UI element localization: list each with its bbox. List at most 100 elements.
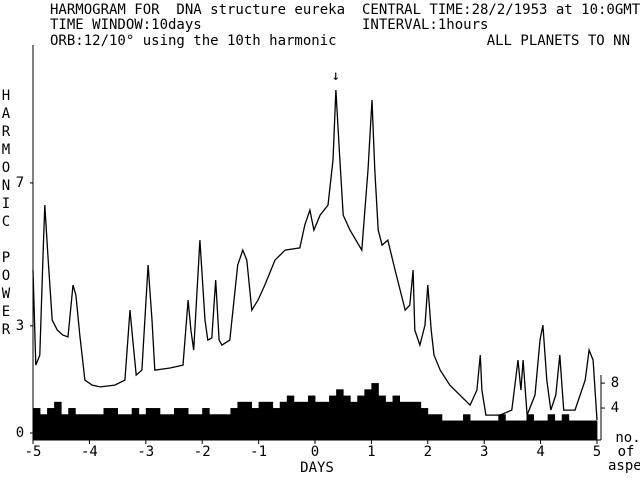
aspect-bar [378, 395, 386, 440]
aspect-bar [96, 414, 104, 440]
aspect-bar [166, 414, 175, 440]
aspect-bar [547, 414, 556, 440]
x-tick-label: -3 [137, 444, 154, 460]
x-tick-label: 0 [311, 444, 319, 460]
header-line: CENTRAL TIME:28/2/1953 at 10:0GMT [362, 2, 640, 18]
aspect-bar [350, 401, 358, 440]
aspect-bar [491, 420, 499, 440]
aspect-bar [251, 408, 259, 440]
aspect-bar [202, 408, 210, 440]
x-tick-label: 5 [593, 444, 601, 460]
aspect-bar [279, 401, 288, 440]
aspect-bar [399, 401, 408, 440]
aspect-bar [420, 408, 429, 440]
x-tick-label: 3 [480, 444, 488, 460]
aspect-bar [174, 408, 182, 440]
aspect-bar [152, 408, 161, 440]
aspect-bar [463, 414, 471, 440]
x-tick-label: 2 [424, 444, 432, 460]
aspect-bar [40, 414, 48, 440]
x-tick-label: -5 [25, 444, 42, 460]
aspect-bar [237, 401, 245, 440]
aspect-bar [512, 420, 520, 440]
aspect-bar [343, 395, 351, 440]
aspect-bar [477, 420, 485, 440]
aspect-bar [427, 414, 436, 440]
aspect-bar [364, 389, 372, 440]
aspect-bar [561, 414, 570, 440]
aspect-bar [533, 420, 541, 440]
aspect-bar [195, 414, 203, 440]
annotation-arrow: ↓ [332, 68, 340, 84]
aspect-bar [470, 420, 478, 440]
aspect-bar [272, 408, 281, 440]
header-line: INTERVAL:1hours [362, 17, 488, 33]
aspect-bar [230, 408, 238, 440]
x-tick-label: -4 [81, 444, 98, 460]
x-tick-label: 4 [536, 444, 544, 460]
y-tick-label: 0 [16, 425, 24, 441]
aspect-bar [357, 395, 365, 440]
aspect-bar [54, 401, 62, 440]
aspect-bar [117, 414, 126, 440]
aspect-bar [498, 414, 506, 440]
aspect-bar [589, 420, 598, 440]
aspect-bar [392, 395, 400, 440]
y2-axis-label: of [618, 444, 635, 460]
aspect-bar [89, 414, 97, 440]
aspect-bar [307, 395, 316, 440]
aspect-bar [441, 420, 450, 440]
aspect-bar [582, 420, 591, 440]
aspect-bar [47, 408, 55, 440]
aspect-bar [456, 420, 464, 440]
x-tick-label: -1 [250, 444, 267, 460]
aspect-bar [216, 414, 224, 440]
aspect-bar [505, 420, 513, 440]
y2-tick-label: 4 [611, 400, 619, 416]
aspect-bar [406, 401, 415, 440]
header-line: HARMOGRAM FOR DNA structure eureka [50, 2, 345, 18]
aspect-bar [124, 414, 133, 440]
aspect-bar [293, 401, 302, 440]
aspect-bar [484, 420, 492, 440]
aspect-bar [138, 414, 147, 440]
aspect-bar [371, 383, 379, 440]
aspect-bar [265, 401, 274, 440]
aspect-bar [540, 420, 549, 440]
header-note: ALL PLANETS TO NN [487, 33, 630, 49]
aspect-bar [315, 401, 323, 440]
aspect-bar [61, 414, 69, 440]
y-tick-label: 3 [16, 318, 24, 334]
aspect-bar [413, 401, 422, 440]
aspect-bar [336, 389, 344, 440]
y2-tick-label: 8 [611, 375, 619, 391]
aspect-bar [181, 408, 189, 440]
aspect-bar [188, 414, 196, 440]
header-line: TIME WINDOW:10days [50, 17, 202, 33]
aspect-bar [526, 414, 534, 440]
x-tick-label: -2 [194, 444, 211, 460]
header-line: ORB:12/10° using the 10th harmonic [50, 33, 337, 49]
aspect-bar [434, 414, 443, 440]
aspect-bar [286, 395, 295, 440]
aspect-bar [568, 420, 577, 440]
aspect-bar [322, 401, 330, 440]
aspect-bar [554, 420, 563, 440]
x-tick-label: 1 [367, 444, 375, 460]
aspect-bar [329, 395, 337, 440]
aspect-bar [131, 408, 140, 440]
aspect-bar [209, 414, 217, 440]
y2-axis-label: aspects [608, 458, 640, 474]
aspect-bar [448, 420, 457, 440]
aspect-bar [33, 408, 41, 440]
aspect-bar [258, 401, 267, 440]
y-tick-label: 7 [16, 175, 24, 191]
y-axis-label: HARMONIC POWER [0, 88, 14, 340]
aspect-bar [159, 414, 168, 440]
aspect-bar [519, 420, 527, 440]
aspect-bar [300, 401, 309, 440]
harmonic-line [32, 89, 598, 421]
aspect-bar [223, 414, 231, 440]
aspect-bar [75, 414, 83, 440]
